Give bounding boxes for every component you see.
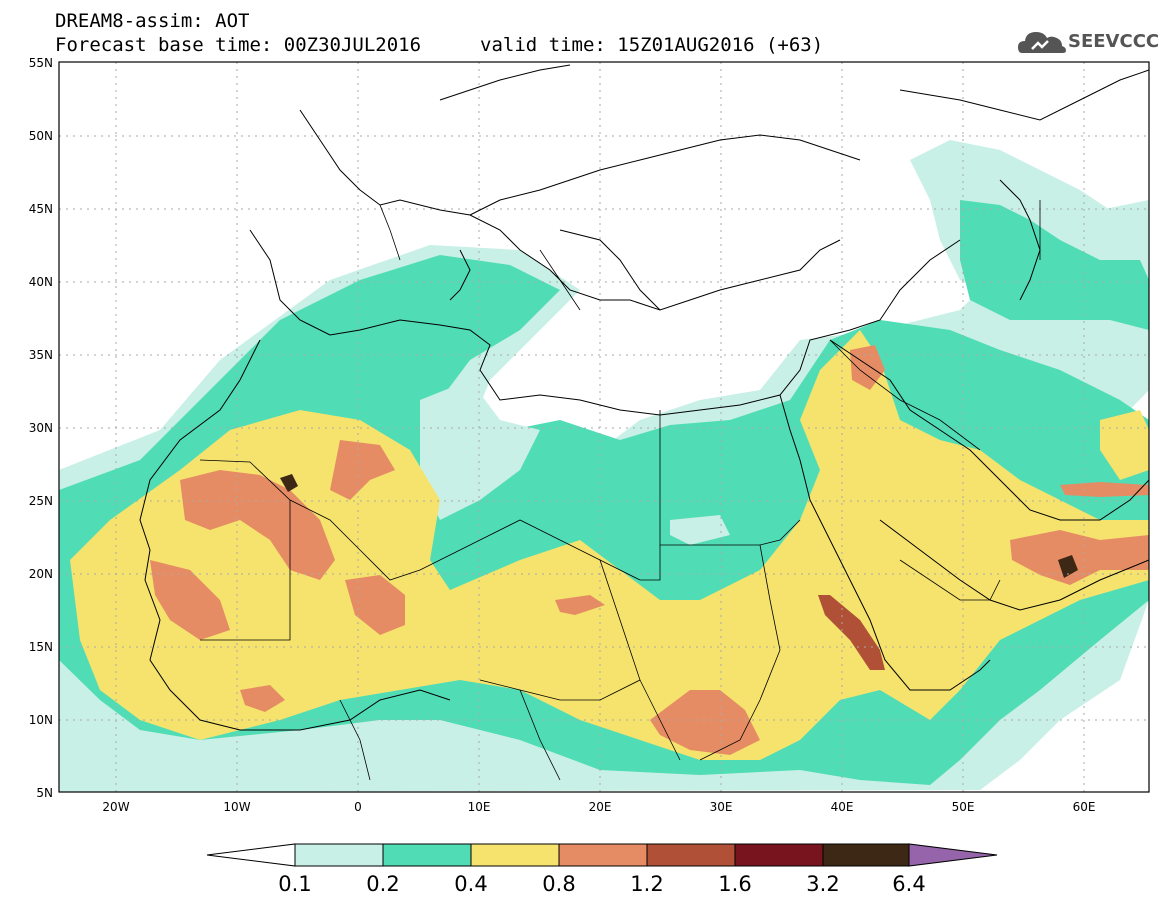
colorbar-label: 1.6 (718, 872, 751, 896)
colorbar-label: 0.8 (542, 872, 575, 896)
aot-region-high-nigeria (240, 685, 285, 712)
lon-label: 50E (952, 800, 975, 814)
longitude-labels: 20W 10W 0 10E 20E 30E 40E 50E 60E (102, 800, 1095, 814)
colorbar-arrow-low (206, 843, 296, 867)
aot-region-extreme-1 (280, 474, 298, 492)
lat-label: 5N (36, 786, 53, 800)
aot-region-very-high-redsea (818, 595, 885, 670)
cloud-logo-icon (1018, 32, 1066, 53)
aot-region-high-sahara (150, 560, 230, 640)
colorbar-arrow-high (908, 843, 998, 867)
logo-text: SEEVCCC (1068, 31, 1160, 52)
colorbar-swatch (646, 843, 736, 867)
lat-label: 55N (29, 56, 53, 70)
aot-region-high-chad (555, 595, 605, 615)
colorbar: 0.1 0.2 0.4 0.8 1.2 1.6 3.2 6.4 (206, 843, 998, 896)
lat-label: 35N (29, 348, 53, 362)
colorbar-swatch (294, 843, 384, 867)
aot-region-high-iraq (850, 345, 885, 390)
lon-label: 40E (831, 800, 854, 814)
lon-label: 10W (223, 800, 250, 814)
colorbar-label: 0.1 (278, 872, 311, 896)
colorbar-swatch (470, 843, 560, 867)
lon-label: 20E (589, 800, 612, 814)
aot-region-high-oman (1010, 530, 1149, 585)
aot-region-high-algeria (330, 440, 395, 500)
colorbar-swatch (734, 843, 824, 867)
lat-label: 45N (29, 202, 53, 216)
aot-region-extreme-2 (1058, 555, 1078, 578)
colorbar-label: 6.4 (892, 872, 925, 896)
lon-label: 20W (102, 800, 129, 814)
forecast-base-time: Forecast base time: 00Z30JUL2016 (55, 34, 422, 56)
lat-label: 10N (29, 713, 53, 727)
aot-region-high-sudan (650, 690, 760, 755)
aot-region-high-mali (345, 575, 405, 635)
map-grid (59, 62, 1149, 792)
colorbar-label: 0.2 (366, 872, 399, 896)
colorbar-swatch (822, 843, 910, 867)
colorbar-swatch (382, 843, 472, 867)
lon-label: 30E (710, 800, 733, 814)
lat-label: 30N (29, 421, 53, 435)
map-title: DREAM8-assim: AOT (55, 10, 250, 32)
aot-region-medium-arabia (1100, 410, 1149, 480)
latitude-labels: 55N 50N 45N 40N 35N 30N 25N 20N 15N 10N … (29, 56, 53, 800)
lon-label: 60E (1073, 800, 1096, 814)
aot-region-very-light-libya (420, 380, 540, 520)
colorbar-label: 0.4 (454, 872, 487, 896)
map-frame (58, 61, 1150, 793)
aot-region-high-gulf (1060, 482, 1149, 497)
lat-label: 40N (29, 275, 53, 289)
valid-time: valid time: 15Z01AUG2016 (+63) (480, 34, 824, 56)
aot-region-light-caspian (960, 200, 1149, 330)
lon-label: 10E (468, 800, 491, 814)
lon-label: 0 (354, 800, 362, 814)
colorbar-label: 1.2 (630, 872, 663, 896)
lat-label: 20N (29, 567, 53, 581)
country-borders (199, 200, 1041, 781)
lat-label: 50N (29, 129, 53, 143)
coastlines (139, 64, 1149, 731)
lat-label: 25N (29, 494, 53, 508)
aot-region-very-light-sudan (670, 515, 730, 545)
colorbar-label: 3.2 (806, 872, 839, 896)
aot-region-high-mauritania (180, 470, 335, 580)
lat-label: 15N (29, 640, 53, 654)
colorbar-swatch (558, 843, 648, 867)
